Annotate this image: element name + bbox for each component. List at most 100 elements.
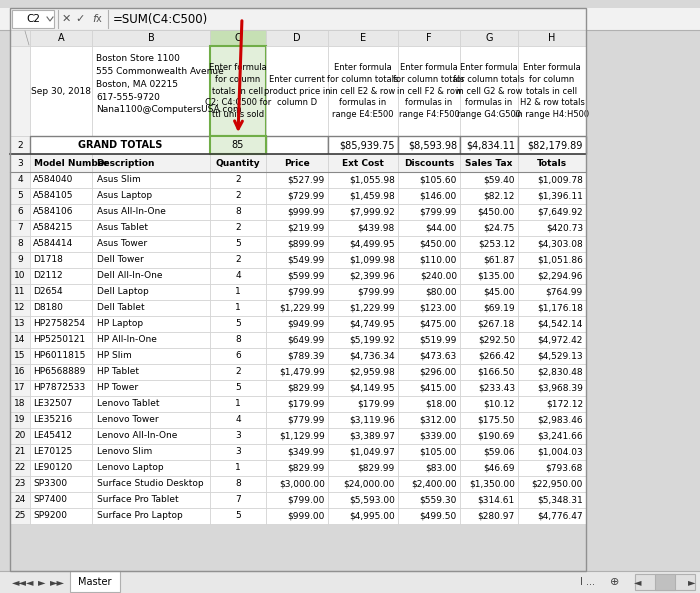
Text: HP Slim: HP Slim <box>97 352 132 361</box>
Text: Boston Store 1100
555 Commonwealth Avenue
Boston, MA 02215
617-555-9720
Nana1100: Boston Store 1100 555 Commonwealth Avenu… <box>96 54 241 114</box>
Text: $61.87: $61.87 <box>484 256 515 264</box>
Bar <box>266 204 328 220</box>
Text: $799.99: $799.99 <box>288 288 325 296</box>
Bar <box>30 220 92 236</box>
Bar <box>518 492 586 508</box>
Bar <box>30 492 92 508</box>
Bar <box>210 412 266 428</box>
Bar <box>328 172 398 188</box>
Bar <box>210 30 266 46</box>
Bar <box>460 460 518 476</box>
Bar <box>12 10 54 28</box>
Text: Master: Master <box>78 577 112 587</box>
Bar <box>92 316 210 332</box>
Bar <box>518 136 586 154</box>
Text: $1,176.18: $1,176.18 <box>537 304 583 313</box>
Bar <box>460 332 518 348</box>
Text: A584040: A584040 <box>33 176 74 184</box>
Bar <box>398 364 460 380</box>
Text: $166.50: $166.50 <box>477 368 515 377</box>
Text: $1,004.03: $1,004.03 <box>538 448 583 457</box>
Bar <box>266 460 328 476</box>
Bar <box>10 412 30 428</box>
Text: C: C <box>234 33 241 43</box>
Text: $4,529.13: $4,529.13 <box>538 352 583 361</box>
Text: LE32507: LE32507 <box>33 400 72 409</box>
Text: $3,389.97: $3,389.97 <box>349 432 395 441</box>
Bar <box>10 380 30 396</box>
Bar <box>328 300 398 316</box>
Text: $7,649.92: $7,649.92 <box>538 208 583 216</box>
Bar <box>210 154 266 172</box>
Text: $420.73: $420.73 <box>546 224 583 232</box>
Bar <box>210 332 266 348</box>
Bar <box>266 154 328 172</box>
Text: $1,049.97: $1,049.97 <box>349 448 395 457</box>
Text: HP All-In-One: HP All-In-One <box>97 336 157 345</box>
Text: LE35216: LE35216 <box>33 416 72 425</box>
Text: 4: 4 <box>235 272 241 280</box>
Bar <box>398 492 460 508</box>
Bar <box>328 252 398 268</box>
Bar <box>398 380 460 396</box>
Bar <box>398 332 460 348</box>
Text: $146.00: $146.00 <box>420 192 457 200</box>
Bar <box>518 460 586 476</box>
Bar <box>0 8 700 30</box>
Text: $1,099.98: $1,099.98 <box>349 256 395 264</box>
Text: $7,999.92: $7,999.92 <box>349 208 395 216</box>
Text: $439.98: $439.98 <box>358 224 395 232</box>
Text: Sales Tax: Sales Tax <box>466 158 512 167</box>
Text: $69.19: $69.19 <box>484 304 515 313</box>
Bar <box>210 136 266 154</box>
Bar <box>10 300 30 316</box>
Text: 1: 1 <box>235 288 241 296</box>
Bar <box>266 444 328 460</box>
Text: Dell All-In-One: Dell All-In-One <box>97 272 162 280</box>
Bar <box>10 252 30 268</box>
Text: HP Laptop: HP Laptop <box>97 320 143 329</box>
Bar <box>30 316 92 332</box>
Bar <box>460 316 518 332</box>
Text: 6: 6 <box>17 208 23 216</box>
Text: A: A <box>57 33 64 43</box>
Bar <box>328 348 398 364</box>
Bar <box>460 476 518 492</box>
Text: GRAND TOTALS: GRAND TOTALS <box>78 140 162 150</box>
Bar <box>92 30 210 46</box>
Text: $1,129.99: $1,129.99 <box>279 432 325 441</box>
Text: $4,995.00: $4,995.00 <box>349 512 395 521</box>
Text: $253.12: $253.12 <box>478 240 515 248</box>
Text: $82.12: $82.12 <box>484 192 515 200</box>
Text: $1,051.86: $1,051.86 <box>537 256 583 264</box>
Text: 7: 7 <box>17 224 23 232</box>
Bar <box>460 396 518 412</box>
Bar <box>518 172 586 188</box>
Bar <box>398 428 460 444</box>
Bar <box>92 444 210 460</box>
Text: $3,968.39: $3,968.39 <box>537 384 583 393</box>
Text: Enter current
product price in
column D: Enter current product price in column D <box>264 75 330 107</box>
Bar <box>518 412 586 428</box>
Bar <box>210 364 266 380</box>
Bar <box>460 188 518 204</box>
Bar <box>10 8 586 524</box>
Text: 2: 2 <box>235 224 241 232</box>
Bar <box>10 316 30 332</box>
Bar <box>266 268 328 284</box>
Bar <box>398 252 460 268</box>
Text: $83.00: $83.00 <box>426 464 457 473</box>
Bar <box>92 188 210 204</box>
Bar <box>398 154 460 172</box>
Bar <box>518 476 586 492</box>
Bar <box>398 348 460 364</box>
Text: B: B <box>148 33 155 43</box>
Bar <box>10 332 30 348</box>
Text: $949.99: $949.99 <box>288 320 325 329</box>
Bar <box>210 316 266 332</box>
Bar <box>518 268 586 284</box>
Bar <box>210 444 266 460</box>
Text: $649.99: $649.99 <box>288 336 325 345</box>
Text: $3,119.96: $3,119.96 <box>349 416 395 425</box>
Text: $2,983.46: $2,983.46 <box>538 416 583 425</box>
